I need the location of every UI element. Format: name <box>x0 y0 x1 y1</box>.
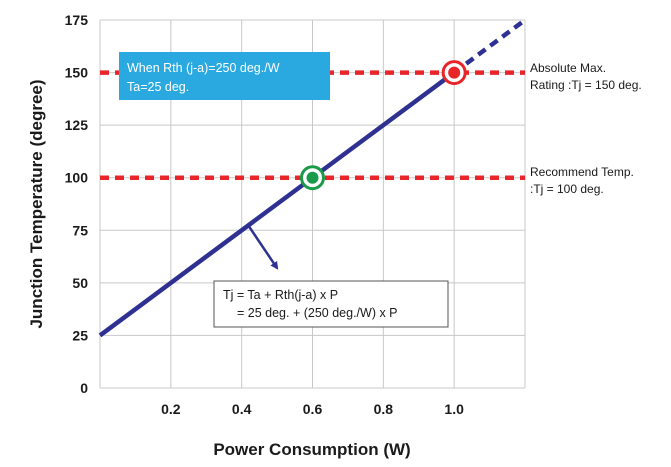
condition-box: When Rth (j-a)=250 deg./W Ta=25 deg. <box>119 52 330 100</box>
series-line-solid <box>98 70 456 338</box>
x-tick-label-0.2: 0.2 <box>161 401 181 417</box>
x-tick-labels: 0.2 0.4 0.6 0.8 1.0 <box>161 401 464 417</box>
y-tick-label-25: 25 <box>72 327 88 343</box>
x-tick-label-0.8: 0.8 <box>374 401 394 417</box>
formula-box: Tj = Ta + Rth(j-a) x P = 25 deg. + (250 … <box>213 280 449 328</box>
formula-line-2: = 25 deg. + (250 deg./W) x P <box>237 306 398 320</box>
series-lines <box>98 18 527 338</box>
y-tick-label-100: 100 <box>65 170 89 186</box>
formula-box-bg <box>213 280 449 328</box>
y-tick-label-0: 0 <box>80 380 88 396</box>
ref-label-rec-line2: :Tj = 100 deg. <box>530 182 604 196</box>
condition-line-1: When Rth (j-a)=250 deg./W <box>127 61 280 75</box>
x-tick-label-0.4: 0.4 <box>232 401 252 417</box>
condition-line-2: Ta=25 deg. <box>127 80 189 94</box>
formula-line-1: Tj = Ta + Rth(j-a) x P <box>223 288 338 302</box>
y-tick-label-175: 175 <box>65 12 89 28</box>
markers <box>300 60 467 191</box>
y-tick-label-150: 150 <box>65 65 89 81</box>
formula-pointer <box>247 225 279 270</box>
ref-label-max-line1: Absolute Max. <box>530 61 606 75</box>
ref-label-rec-line1: Recommend Temp. <box>530 165 634 179</box>
x-tick-label-1.0: 1.0 <box>444 401 464 417</box>
ref-label-max-line2: Rating :Tj = 150 deg. <box>530 78 642 92</box>
y-tick-label-50: 50 <box>72 275 88 291</box>
y-axis-title: Junction Temperature (degree) <box>27 79 46 328</box>
marker-dot-1 <box>306 171 319 184</box>
x-axis-title: Power Consumption (W) <box>213 440 410 459</box>
formula-pointer-arrow <box>247 225 279 270</box>
marker-dot-0 <box>448 66 461 79</box>
y-tick-labels: 0 25 50 75 100 125 150 175 <box>65 12 89 396</box>
y-tick-label-125: 125 <box>65 117 89 133</box>
y-tick-label-75: 75 <box>72 222 88 238</box>
condition-box-bg <box>119 52 330 100</box>
x-tick-label-0.6: 0.6 <box>303 401 323 417</box>
